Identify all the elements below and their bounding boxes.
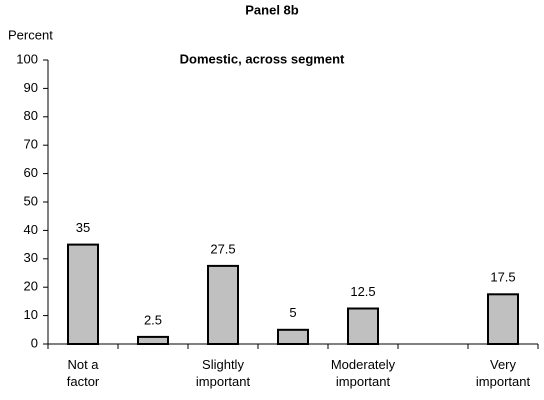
bar bbox=[277, 328, 309, 345]
y-tick-label: 40 bbox=[24, 222, 38, 237]
y-tick-label: 50 bbox=[24, 193, 38, 208]
value-label: 17.5 bbox=[490, 270, 515, 285]
y-axis-label: Percent bbox=[8, 27, 53, 42]
y-tick-label: 70 bbox=[24, 137, 38, 152]
value-label: 5 bbox=[289, 305, 296, 320]
y-tick-label: 60 bbox=[24, 165, 38, 180]
y-tick-label: 10 bbox=[24, 307, 38, 322]
y-tick-label: 30 bbox=[24, 250, 38, 265]
y-tick-label: 100 bbox=[16, 51, 38, 66]
y-tick-label: 90 bbox=[24, 80, 38, 95]
value-label: 35 bbox=[76, 220, 90, 235]
y-tick-label: 20 bbox=[24, 279, 38, 294]
value-label: 12.5 bbox=[350, 284, 375, 299]
x-tick-label: Not a factor bbox=[66, 357, 100, 389]
bar bbox=[347, 307, 379, 345]
chart-subtitle: Domestic, across segment bbox=[180, 51, 345, 66]
bar bbox=[137, 335, 169, 345]
bar bbox=[67, 243, 99, 346]
bar bbox=[207, 264, 239, 345]
y-tick-label: 80 bbox=[24, 108, 38, 123]
x-tick-label: Very important bbox=[475, 357, 531, 389]
value-label: 2.5 bbox=[144, 312, 162, 327]
x-tick-label: Moderately important bbox=[330, 357, 396, 389]
bar bbox=[487, 293, 519, 345]
y-tick-label: 0 bbox=[31, 335, 38, 350]
value-label: 27.5 bbox=[210, 241, 235, 256]
x-tick-label: Slightly important bbox=[195, 357, 251, 389]
chart-title: Panel 8b bbox=[245, 2, 299, 17]
